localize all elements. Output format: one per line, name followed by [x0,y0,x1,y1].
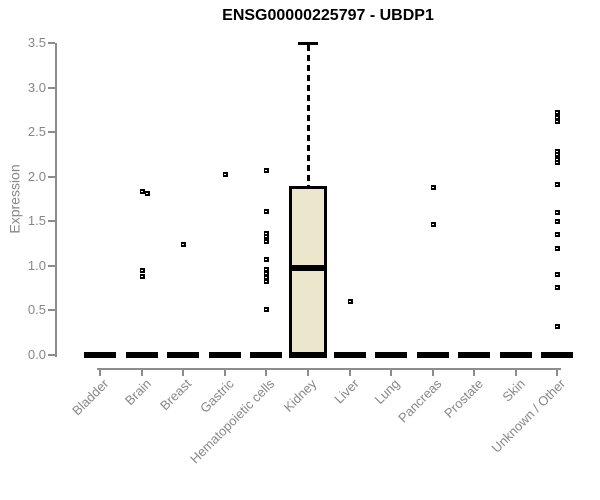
y-tick-label: 1.0 [27,258,46,273]
outlier-point [555,219,560,224]
x-axis-tick [432,370,434,376]
x-tick-label-text: Unknown / Other [489,376,569,456]
x-axis-tick [473,370,475,376]
x-axis-tick [556,370,558,376]
x-tick-label-text: Bladder [69,376,112,419]
x-axis-tick [224,370,226,376]
x-axis-tick [265,370,267,376]
outlier-point [264,267,269,272]
outlier-point [264,234,269,239]
chart-title: ENSG00000225797 - UBDP1 [222,7,434,24]
y-axis-tick [48,220,55,222]
collapsed-box-bar [375,352,407,358]
y-axis-tick [48,42,55,44]
outlier-point [555,246,560,251]
outlier-point [264,209,269,214]
x-tick-label-text: Brain [121,376,154,409]
outlier-point [555,110,560,115]
collapsed-box-bar [334,352,366,358]
outlier-point [555,324,560,329]
outlier-point [264,307,269,312]
y-tick-label: 2.5 [27,124,46,139]
outlier-point [264,271,269,276]
y-tick-label: 3.5 [27,35,46,50]
outlier-point [264,168,269,173]
outlier-point [264,279,269,284]
outlier-point [555,272,560,277]
collapsed-box-bar [500,352,532,358]
collapsed-box-bar [417,352,449,358]
x-axis-tick [515,370,517,376]
outlier-point [264,231,269,236]
outlier-point [140,268,145,273]
y-tick-label: 0.0 [27,347,46,362]
collapsed-box-bar [167,352,199,358]
x-tick-label-text: Gastric [196,376,237,416]
y-tick-label: 0.5 [27,302,46,317]
whisker-cap [298,42,318,45]
collapsed-box-bar [84,352,116,358]
outlier-point [555,210,560,215]
outlier-point [145,191,150,196]
x-axis-tick [390,370,392,376]
y-axis-tick [48,87,55,89]
outlier-point [223,172,228,177]
y-axis-tick [48,265,55,267]
outlier-point [348,299,353,304]
x-tick-label-text: Skin [499,376,528,405]
outlier-point [140,274,145,279]
outlier-point [264,257,269,262]
outlier-point [555,232,560,237]
y-axis-tick [48,176,55,178]
outlier-point [555,160,560,165]
y-axis-tick [48,354,55,356]
collapsed-box-bar [209,352,241,358]
outlier-point [555,182,560,187]
x-axis-tick [349,370,351,376]
x-axis-tick [99,370,101,376]
outlier-point [264,275,269,280]
x-axis-tick [307,370,309,376]
x-tick-label-text: Breast [157,376,195,414]
outlier-point [555,115,560,120]
outlier-point [431,185,436,190]
outlier-point [555,152,560,157]
outlier-point [140,189,145,194]
x-axis-line [97,368,561,370]
outlier-point [555,157,560,162]
x-axis-tick [141,370,143,376]
y-tick-label: 1.5 [27,213,46,228]
collapsed-box-bar [126,352,158,358]
whisker-line [307,45,310,186]
outlier-point [555,149,560,154]
collapsed-box-bar [541,352,573,358]
x-tick-label-text: Lung [371,376,403,408]
x-axis-tick [182,370,184,376]
outlier-point [555,285,560,290]
outlier-point [264,239,269,244]
outlier-point [555,119,560,124]
median-line [292,265,324,271]
outlier-point [181,242,186,247]
collapsed-box-bar [250,352,282,358]
box [289,186,327,358]
y-tick-label: 3.0 [27,80,46,95]
y-axis-tick [48,131,55,133]
x-tick-label-text: Pancreas [395,376,445,426]
y-axis-tick [48,309,55,311]
y-tick-label: 2.0 [27,169,46,184]
x-tick-label-text: Liver [331,376,362,407]
x-tick-label-text: Kidney [280,376,320,415]
x-tick-label-text: Prostate [440,376,486,421]
outlier-point [431,222,436,227]
y-axis-line [55,43,57,357]
collapsed-box-bar [458,352,490,358]
